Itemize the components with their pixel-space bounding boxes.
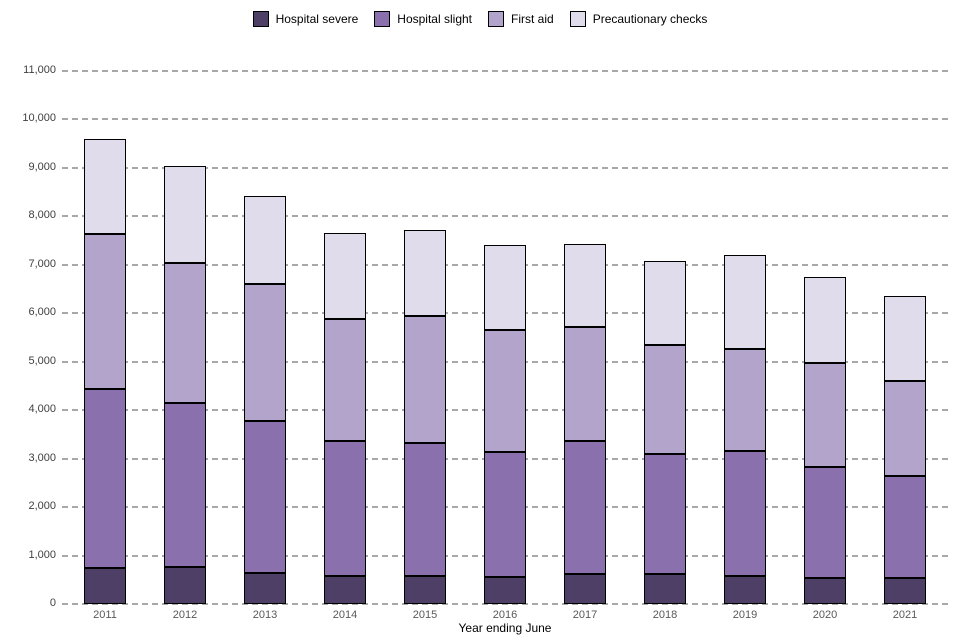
bar-segment-2021-first-aid: [884, 380, 926, 476]
bar-segment-2019-hospital-severe: [724, 576, 766, 604]
legend-swatch-1: [252, 11, 269, 27]
bar-segment-2020-hospital-slight: [804, 466, 846, 579]
bar-segment-2012-precautionary-checks: [164, 166, 206, 264]
legend-label: Precautionary checks: [592, 12, 708, 26]
chart-legend: Hospital severe Hospital slight First aid P…: [0, 11, 960, 27]
bar-segment-2017-first-aid: [564, 327, 606, 442]
y-tick-label: 9,000: [28, 160, 56, 173]
y-tick-label: 2,000: [28, 500, 56, 512]
bar-segment-2011-hospital-slight: [84, 388, 126, 568]
legend-label: First aid: [511, 12, 554, 26]
bar-segment-2021-hospital-severe: [884, 578, 926, 604]
bar-segment-2019-hospital-slight: [724, 451, 766, 577]
bar-segment-2012-hospital-severe: [164, 566, 206, 604]
bar-segment-2017-hospital-slight: [564, 441, 606, 575]
bar-segment-2021-hospital-slight: [884, 475, 926, 579]
gridline-9,000: [62, 166, 950, 169]
y-tick-label: 11,000: [23, 63, 56, 76]
bar-segment-2013-hospital-slight: [244, 420, 286, 574]
bar-segment-2018-hospital-severe: [644, 573, 686, 604]
bar-segment-2018-hospital-slight: [644, 453, 686, 574]
bar-segment-2012-hospital-slight: [164, 402, 206, 567]
x-tick-label: 2018: [652, 609, 678, 621]
bar-segment-2016-precautionary-checks: [484, 244, 526, 331]
legend-item: Hospital severe: [252, 11, 359, 27]
y-tick-label: 0: [49, 597, 56, 609]
y-tick-label: 10,000: [22, 112, 56, 124]
x-tick-label: 2014: [332, 609, 358, 621]
y-tick-label: 8,000: [28, 209, 56, 221]
y-tick-label: 6,000: [28, 306, 56, 318]
gridline-10,000: [62, 118, 950, 120]
x-tick-label: 2013: [252, 609, 278, 621]
x-tick-label: 2015: [412, 609, 438, 621]
legend-swatch-4: [569, 11, 586, 27]
bar-segment-2012-first-aid: [164, 263, 206, 403]
bar-segment-2020-precautionary-checks: [804, 277, 846, 363]
bar-segment-2015-hospital-severe: [404, 576, 446, 604]
x-tick-label: 2017: [572, 609, 598, 621]
bar-segment-2016-hospital-severe: [484, 576, 526, 604]
bar-segment-2015-first-aid: [404, 316, 446, 443]
bar-segment-2013-hospital-severe: [244, 573, 286, 604]
bar-segment-2015-precautionary-checks: [404, 229, 446, 317]
bar-segment-2020-first-aid: [804, 362, 846, 467]
bar-segment-2021-precautionary-checks: [884, 295, 926, 381]
legend-item: Precautionary checks: [569, 11, 708, 27]
legend-label: Hospital severe: [275, 12, 359, 26]
bar-segment-2011-hospital-severe: [84, 567, 126, 604]
y-tick-label: 5,000: [28, 354, 56, 367]
gridline-8,000: [62, 215, 950, 217]
bar-segment-2014-first-aid: [324, 318, 366, 442]
legend-item: Hospital slight: [374, 11, 472, 27]
bar-segment-2013-first-aid: [244, 283, 286, 421]
legend-item: First aid: [488, 11, 554, 27]
y-tick-label: 1,000: [28, 548, 56, 561]
x-tick-label: 2020: [812, 609, 838, 621]
x-axis-title: Year ending June: [458, 621, 552, 635]
bar-segment-2014-hospital-slight: [324, 441, 366, 576]
x-tick-label: 2011: [93, 609, 117, 621]
bar-segment-2016-hospital-slight: [484, 451, 526, 577]
bar-segment-2019-precautionary-checks: [724, 254, 766, 350]
x-tick-label: 2016: [492, 609, 518, 621]
y-tick-label: 4,000: [28, 403, 56, 415]
bar-segment-2017-precautionary-checks: [564, 243, 606, 328]
y-tick-label: 7,000: [28, 257, 56, 270]
x-tick-label: 2012: [172, 609, 198, 621]
bar-segment-2018-first-aid: [644, 345, 686, 454]
gridline-11,000: [62, 69, 950, 72]
x-tick-label: 2021: [892, 609, 918, 621]
bar-segment-2019-first-aid: [724, 349, 766, 452]
bar-segment-2014-hospital-severe: [324, 575, 366, 604]
bar-segment-2013-precautionary-checks: [244, 195, 286, 284]
bar-segment-2020-hospital-severe: [804, 578, 846, 604]
legend-swatch-2: [374, 11, 391, 27]
bar-segment-2014-precautionary-checks: [324, 232, 366, 319]
y-tick-label: 3,000: [28, 451, 56, 464]
legend-swatch-3: [488, 11, 504, 27]
bar-segment-2016-first-aid: [484, 330, 526, 452]
bar-segment-2011-precautionary-checks: [84, 138, 126, 235]
x-tick-label: 2019: [732, 609, 758, 621]
bar-segment-2018-precautionary-checks: [644, 261, 686, 346]
bar-segment-2017-hospital-severe: [564, 574, 606, 604]
bar-segment-2015-hospital-slight: [404, 442, 446, 577]
gridline-0: [62, 603, 950, 605]
bar-segment-2011-first-aid: [84, 234, 126, 389]
legend-label: Hospital slight: [397, 12, 472, 26]
